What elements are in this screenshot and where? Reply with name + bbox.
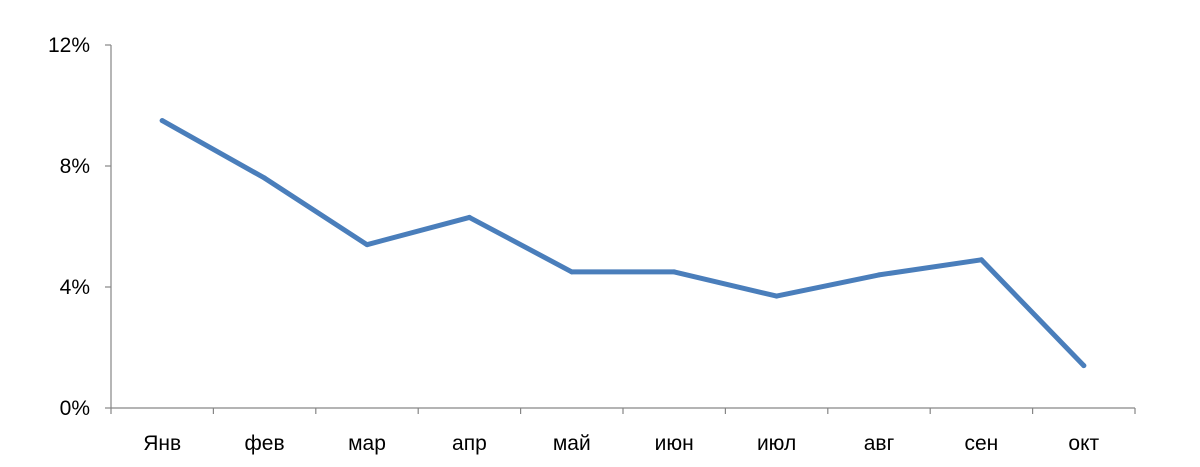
x-tick-label: Янв <box>143 432 181 455</box>
data-point <box>262 175 268 181</box>
data-point <box>876 272 882 278</box>
data-point <box>671 269 677 275</box>
data-point <box>159 118 165 124</box>
x-tick-label: июн <box>655 432 694 455</box>
series-line <box>159 118 1087 369</box>
x-tick-label: май <box>553 432 591 455</box>
x-tick-label: окт <box>1068 432 1099 455</box>
y-tick-label: 4% <box>60 276 90 299</box>
x-tick-label: апр <box>452 432 487 455</box>
x-tick-label: мар <box>348 432 386 455</box>
y-tick-label: 8% <box>60 155 90 178</box>
data-point <box>774 293 780 299</box>
data-point <box>978 257 984 263</box>
data-point <box>569 269 575 275</box>
y-tick-label: 12% <box>48 34 90 57</box>
x-tick-label: сен <box>965 432 999 455</box>
x-tick-label: авг <box>864 432 895 455</box>
data-point <box>466 214 472 220</box>
data-point <box>1081 363 1087 369</box>
y-tick-label: 0% <box>60 397 90 420</box>
data-point <box>364 242 370 248</box>
series-layer <box>159 118 1087 369</box>
x-tick-label: июл <box>757 432 796 455</box>
x-tick-label: фев <box>245 432 285 455</box>
x-axis: Янв фев мар апр май июн июл авг сен окт <box>110 407 1136 455</box>
y-axis: 0% 4% 8% 12% <box>48 34 112 420</box>
